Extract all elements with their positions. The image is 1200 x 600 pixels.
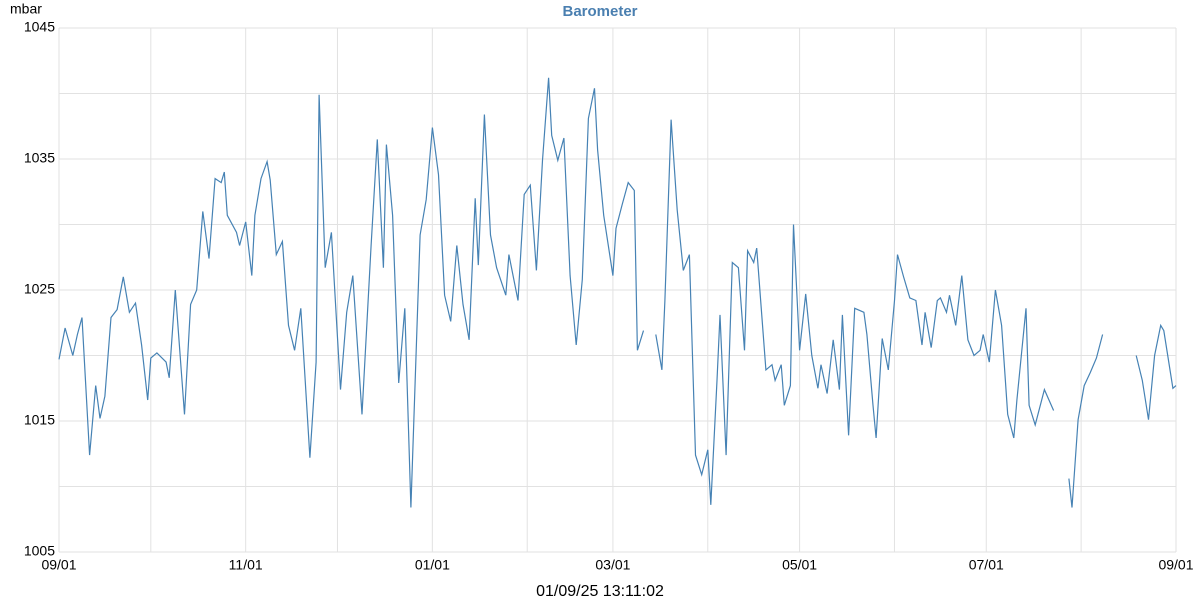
x-tick-label: 11/01 <box>229 557 263 573</box>
x-tick-label: 09/01 <box>1158 557 1193 573</box>
chart-title: Barometer <box>562 3 637 20</box>
x-tick-label: 01/01 <box>415 557 450 573</box>
data-line <box>1135 323 1177 420</box>
data-line <box>1068 334 1104 508</box>
x-tick-label: 07/01 <box>969 557 1004 573</box>
y-tick-label: 1005 <box>24 543 55 559</box>
y-tick-label: 1035 <box>24 150 55 166</box>
x-tick-label: 09/01 <box>41 557 76 573</box>
y-axis-label: mbar <box>10 1 42 17</box>
y-tick-label: 1015 <box>24 412 55 428</box>
x-tick-label: 03/01 <box>595 557 630 573</box>
x-tick-label: 05/01 <box>782 557 817 573</box>
footer: 01/09/25 13:11:02 <box>536 583 664 600</box>
data-line <box>655 119 1055 505</box>
data-line <box>58 77 645 508</box>
y-tick-label: 1025 <box>24 281 55 297</box>
y-tick-label: 1045 <box>24 19 55 35</box>
